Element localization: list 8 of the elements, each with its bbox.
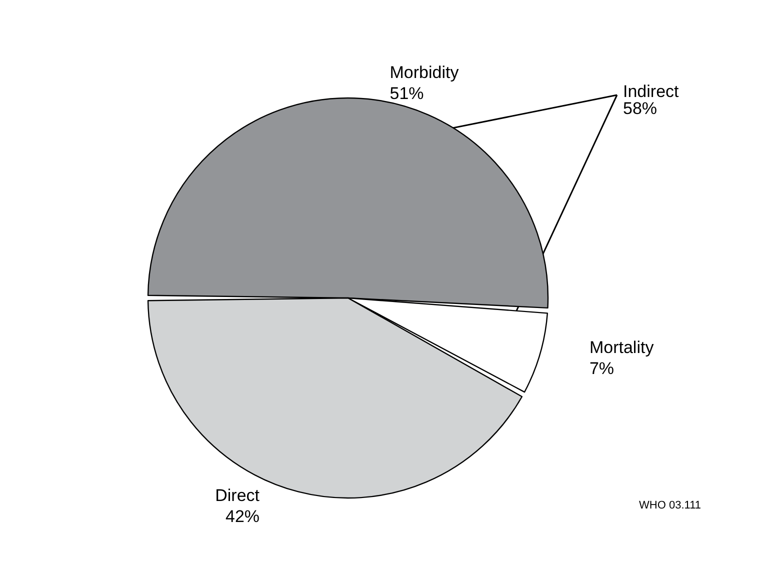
slice-label: Direct — [215, 486, 260, 506]
data-label: 7% — [589, 358, 614, 378]
text: Indirect 58% — [623, 82, 680, 118]
slice-label: Mortality — [589, 338, 654, 357]
slice-label: Morbidity — [390, 63, 460, 82]
data-label: 42% — [226, 507, 260, 526]
data-label: 51% — [390, 84, 424, 104]
text: WHO 03.111 — [639, 500, 702, 512]
